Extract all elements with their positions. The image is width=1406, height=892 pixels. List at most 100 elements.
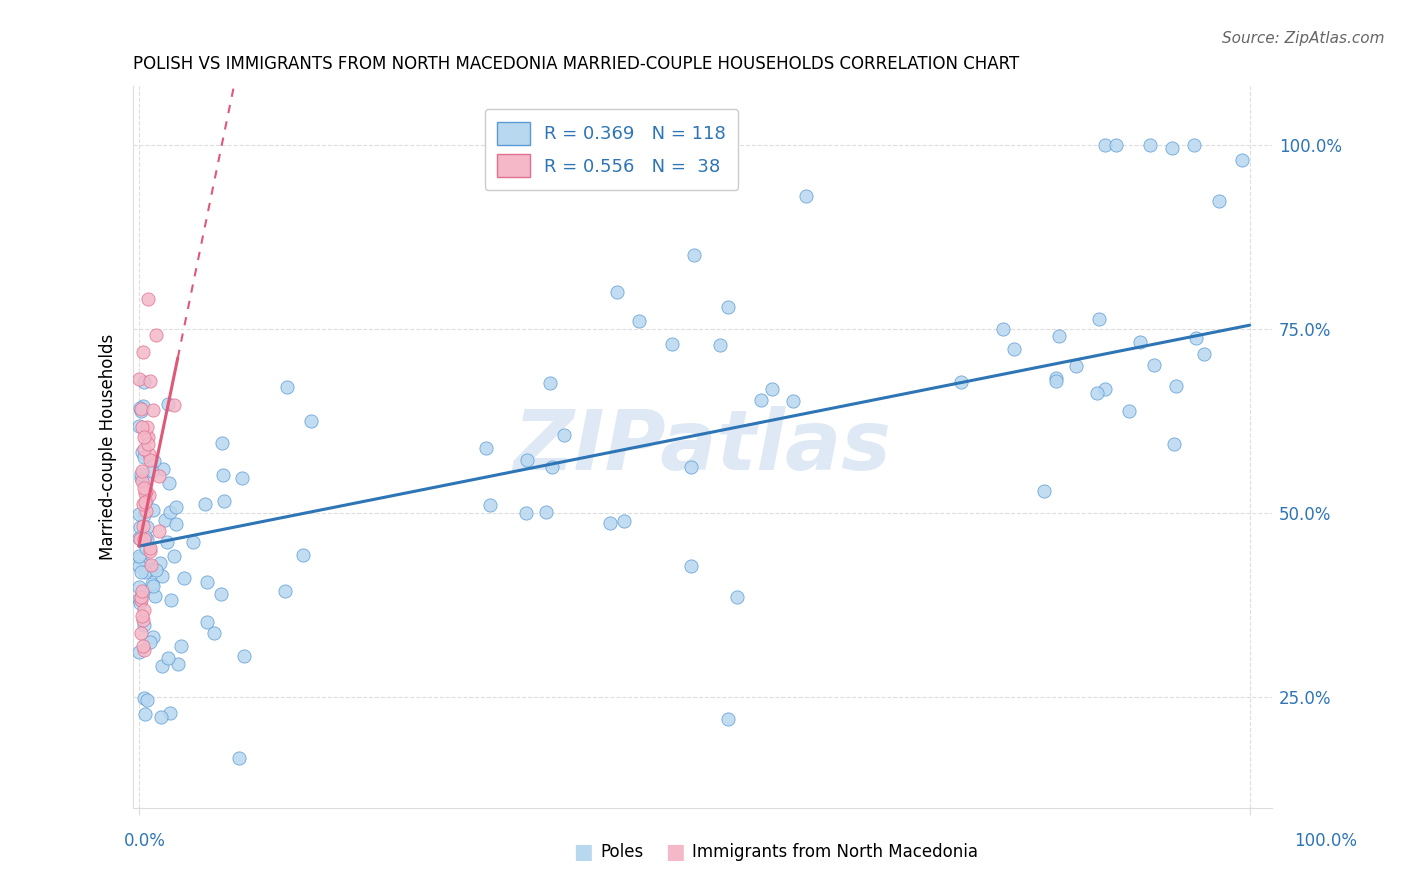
Point [132,642,155,657]
Point [1163,436,1185,450]
Point [299,414,322,428]
Point [1182,137,1205,152]
Point [129,404,152,418]
Point [950,375,973,389]
Point [276,380,298,394]
Point [716,712,738,726]
Text: ■: ■ [574,842,593,862]
Point [1094,137,1116,152]
Point [139,558,162,572]
Point [129,565,152,579]
Point [150,710,173,724]
Point [1160,141,1182,155]
Point [1139,137,1161,152]
Point [1232,153,1254,167]
Point [1105,137,1128,152]
Point [136,558,159,573]
Point [128,520,150,534]
Point [228,751,250,765]
Point [139,452,162,467]
Point [142,579,165,593]
Point [160,592,183,607]
Point [1208,194,1230,208]
Point [142,503,165,517]
Point [479,498,502,512]
Point [683,248,706,262]
Point [135,504,157,518]
Point [141,577,163,591]
Point [131,344,153,359]
Point [1184,331,1206,345]
Text: ZIPatlas: ZIPatlas [513,406,891,487]
Point [138,488,160,502]
Point [136,437,159,451]
Point [599,516,621,531]
Point [131,464,153,478]
Point [1164,378,1187,392]
Point [156,534,179,549]
Point [1085,385,1108,400]
Point [163,549,186,563]
Point [181,534,204,549]
Point [173,571,195,585]
Point [139,634,162,648]
Text: ■: ■ [665,842,685,862]
Point [135,541,157,555]
Point [128,531,150,545]
Point [131,445,153,459]
Text: 100.0%: 100.0% [1294,832,1357,850]
Point [131,474,153,488]
Point [150,659,173,673]
Point [782,393,804,408]
Point [129,471,152,485]
Point [1045,371,1067,385]
Point [195,575,218,590]
Point [157,397,180,411]
Point [148,524,170,538]
Point [128,645,150,659]
Point [132,586,155,600]
Point [145,563,167,577]
Point [132,639,155,653]
Point [129,592,152,607]
Point [136,293,159,307]
Point [991,322,1014,336]
Point [1064,359,1087,374]
Point [139,543,162,558]
Point [145,328,167,343]
Point [131,419,153,434]
Point [139,374,162,388]
Point [131,609,153,624]
Point [142,403,165,417]
Point [132,690,155,705]
Legend: R = 0.369   N = 118, R = 0.556   N =  38: R = 0.369 N = 118, R = 0.556 N = 38 [485,110,738,190]
Point [159,505,181,519]
Point [211,436,233,450]
Point [132,603,155,617]
Point [141,464,163,478]
Point [212,468,235,483]
Point [627,314,650,328]
Point [132,481,155,495]
Point [132,430,155,444]
Point [1143,358,1166,372]
Point [794,188,817,202]
Point [202,626,225,640]
Point [540,376,562,391]
Point [128,559,150,574]
Text: Source: ZipAtlas.com: Source: ZipAtlas.com [1222,31,1385,46]
Point [516,453,538,467]
Point [134,486,156,500]
Point [534,505,557,519]
Point [553,428,575,442]
Point [273,584,295,599]
Point [152,461,174,475]
Point [475,441,498,455]
Point [129,467,152,481]
Point [132,613,155,627]
Point [132,450,155,464]
Point [134,530,156,544]
Point [150,568,173,582]
Point [613,514,636,528]
Point [163,398,186,412]
